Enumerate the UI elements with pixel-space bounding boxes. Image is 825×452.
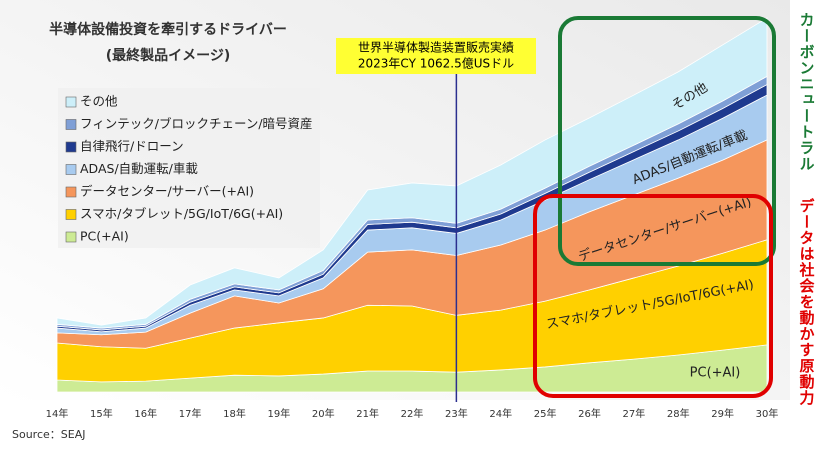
legend-label: データセンター/サーバー(+AI)	[80, 184, 254, 199]
legend-swatch	[65, 209, 77, 220]
legend-label: スマホ/タブレット/5G/IoT/6G(+AI)	[80, 206, 283, 221]
x-tick-label: 30年	[756, 407, 779, 420]
x-tick-label: 14年	[46, 407, 69, 420]
legend-swatch	[65, 231, 77, 243]
x-tick-label: 20年	[312, 407, 335, 420]
legend-background	[58, 88, 320, 248]
callout-text: 世界半導体製造装置販売実績	[358, 40, 514, 55]
x-tick-label: 16年	[134, 407, 157, 420]
legend-label: フィンテック/ブロックチェーン/暗号資産	[80, 116, 313, 131]
x-tick-label: 22年	[401, 407, 424, 420]
x-tick-label: 28年	[667, 407, 690, 420]
highlight-box	[533, 194, 773, 398]
x-tick-label: 25年	[534, 407, 557, 420]
legend-label: PC(+AI)	[80, 229, 129, 244]
highlight-box	[558, 16, 776, 266]
chart-subtitle: (最終製品イメージ)	[106, 47, 231, 64]
x-tick-label: 27年	[623, 407, 646, 420]
legend-swatch	[65, 119, 77, 130]
legend-label: その他	[80, 94, 118, 109]
x-tick-label: 26年	[578, 407, 601, 420]
x-tick-label: 23年	[445, 407, 468, 420]
chart-title: 半導体設備投資を牽引するドライバー	[49, 21, 287, 38]
x-tick-label: 18年	[223, 407, 246, 420]
x-tick-label: 19年	[268, 407, 291, 420]
legend-label: ADAS/自動運転/車載	[80, 161, 198, 176]
legend-swatch	[65, 96, 77, 108]
callout-text: 2023年CY 1062.5億USドル	[358, 57, 514, 71]
side-text: データは社会を動かす原動力	[798, 197, 816, 406]
legend-swatch	[65, 141, 77, 153]
x-tick-label: 17年	[179, 407, 202, 420]
callout-box	[336, 38, 536, 74]
x-tick-label: 24年	[489, 407, 512, 420]
x-tick-label: 21年	[356, 407, 379, 420]
source: Source：SEAJ	[12, 428, 85, 441]
legend-label: 自律飛行/ドローン	[80, 139, 184, 154]
x-tick-label: 29年	[711, 407, 734, 420]
legend-swatch	[65, 164, 77, 175]
legend-swatch	[65, 186, 77, 198]
area	[56, 17, 768, 329]
area-label: PC(+AI)	[690, 366, 741, 381]
side-text: カーボンニュートラル	[798, 12, 816, 172]
x-tick-label: 15年	[90, 407, 113, 420]
